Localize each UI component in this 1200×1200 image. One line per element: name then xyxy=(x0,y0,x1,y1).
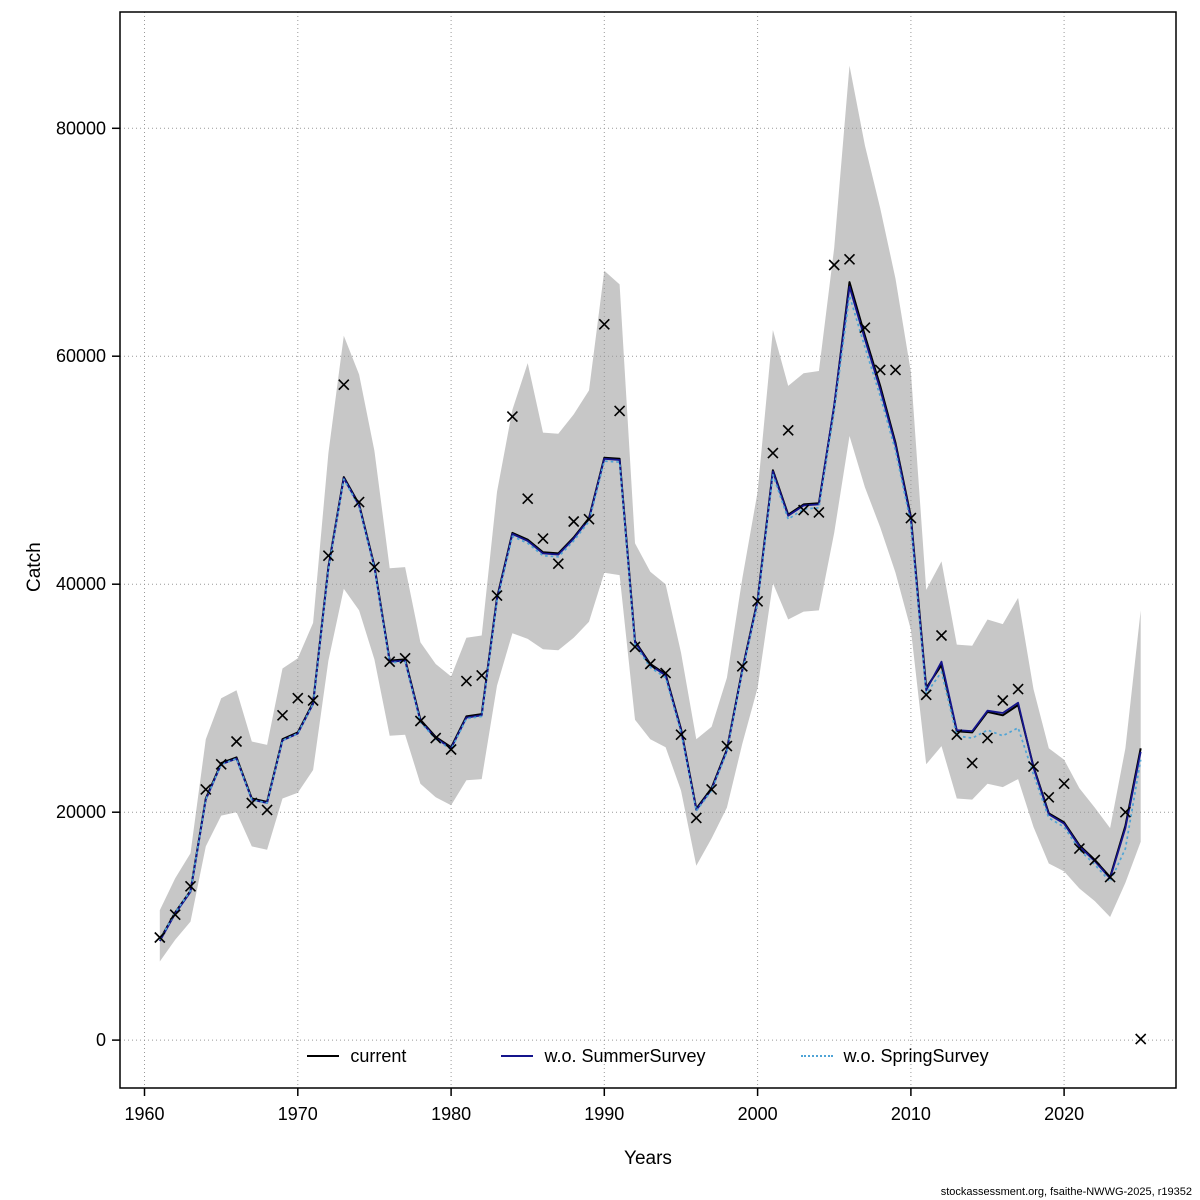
legend-label-wo-summersurvey: w.o. SummerSurvey xyxy=(544,1045,706,1066)
y-tick-label: 0 xyxy=(96,1030,106,1050)
x-tick-label: 2000 xyxy=(738,1104,778,1124)
observed-catch-marker xyxy=(1058,778,1070,790)
observed-catch-marker xyxy=(414,715,426,727)
observed-catch-marker xyxy=(828,259,840,271)
observed-catch-marker xyxy=(184,880,197,892)
legend-line-springsurvey-icon xyxy=(800,1055,833,1057)
observed-catch-marker xyxy=(1119,806,1131,818)
observed-catch-marker xyxy=(1089,854,1101,866)
observed-catch-marker xyxy=(675,729,687,741)
observed-catch-marker xyxy=(491,590,503,602)
observed-catch-marker xyxy=(338,379,350,391)
observed-catch-marker xyxy=(1073,843,1085,855)
observed-catch-marker xyxy=(736,660,748,672)
x-tick-label: 1960 xyxy=(124,1104,164,1124)
observed-catch-marker xyxy=(568,515,580,528)
observed-catch-marker xyxy=(813,506,825,518)
observed-catch-marker xyxy=(169,909,181,921)
legend-item-wo-summersurvey: w.o. SummerSurvey xyxy=(501,1045,706,1067)
observed-catch-marker xyxy=(629,641,641,653)
observed-catch-marker xyxy=(997,694,1009,707)
observed-catch-marker xyxy=(353,496,365,508)
y-tick-label: 80000 xyxy=(56,118,106,138)
observed-catch-marker xyxy=(644,658,656,670)
observed-catch-marker xyxy=(767,447,779,459)
x-tick-label: 2010 xyxy=(891,1104,931,1124)
observed-catch-marker xyxy=(230,735,243,748)
observed-catch-marker xyxy=(476,669,488,681)
legend-label-current: current xyxy=(350,1045,407,1066)
observed-catch-marker xyxy=(552,558,564,570)
observed-catch-marker xyxy=(1012,683,1024,695)
y-tick-label: 60000 xyxy=(56,346,106,366)
observed-catch-marker xyxy=(261,804,273,816)
observed-catch-marker xyxy=(874,364,886,376)
observed-catch-marker xyxy=(460,675,472,687)
observed-catch-marker xyxy=(905,512,917,524)
observed-catch-marker xyxy=(583,513,595,525)
source-note: stockassessment.org, fsaithe-NWWG-2025, … xyxy=(940,1186,1192,1198)
legend-item-current: current xyxy=(307,1046,406,1067)
observed-catch-marker xyxy=(690,812,702,824)
observed-catch-marker xyxy=(859,322,871,334)
x-tick-label: 2020 xyxy=(1044,1104,1084,1124)
y-tick-label: 20000 xyxy=(56,802,106,822)
observed-catch-marker xyxy=(200,783,212,795)
observed-catch-marker xyxy=(399,652,411,664)
observed-catch-marker xyxy=(1104,871,1116,883)
legend-label-wo-springsurvey: w.o. SpringSurvey xyxy=(843,1045,989,1066)
observed-catch-marker xyxy=(430,732,442,744)
observed-catch-marker xyxy=(843,253,856,265)
observed-catch-marker xyxy=(981,732,994,744)
observed-catch-marker xyxy=(798,504,810,516)
observed-catch-marker xyxy=(445,743,457,756)
observed-catch-marker xyxy=(322,550,334,562)
plot-border xyxy=(119,11,1177,1089)
observed-catch-marker xyxy=(368,561,380,573)
confidence-band xyxy=(159,65,1141,962)
observed-catch-marker xyxy=(1135,1033,1147,1045)
observed-catch-marker xyxy=(537,533,549,545)
legend-line-summersurvey-icon xyxy=(501,1055,534,1057)
observed-catch-marker xyxy=(782,424,794,436)
observed-catch-marker xyxy=(215,758,227,770)
observed-catch-marker xyxy=(752,595,764,607)
observed-catch-marker xyxy=(721,740,733,752)
observed-catch-marker xyxy=(1043,791,1055,803)
x-tick-label: 1990 xyxy=(584,1104,624,1124)
observed-catch-marker xyxy=(522,493,534,505)
observed-catch-marker xyxy=(246,797,258,809)
series-w-o-springsurvey xyxy=(159,294,1142,941)
observed-catch-marker xyxy=(154,931,166,944)
observed-catch-marker xyxy=(706,783,718,795)
legend-line-current-icon xyxy=(307,1055,340,1057)
x-tick-label: 1980 xyxy=(431,1104,471,1124)
observed-catch-marker xyxy=(920,689,932,701)
observed-catch-marker xyxy=(966,757,978,769)
observed-catch-marker xyxy=(935,629,948,642)
x-tick-label: 1970 xyxy=(278,1104,318,1124)
observed-catch-marker xyxy=(307,694,319,707)
observed-catch-marker xyxy=(951,729,963,741)
observed-catch-marker xyxy=(889,364,902,376)
observed-catch-marker xyxy=(506,411,518,423)
legend: current w.o. SummerSurvey w.o. SpringSur… xyxy=(120,1040,1176,1072)
observed-catch-marker xyxy=(660,667,672,679)
observed-catch-marker xyxy=(598,318,610,330)
observed-catch-marker xyxy=(276,709,289,721)
x-axis-label: Years xyxy=(624,1148,672,1169)
y-axis-label: Catch xyxy=(24,542,45,592)
y-tick-label: 40000 xyxy=(56,574,106,594)
observed-catch-marker xyxy=(384,656,396,668)
observed-catch-marker xyxy=(292,692,304,704)
observed-catch-marker xyxy=(614,405,626,417)
legend-item-wo-springsurvey: w.o. SpringSurvey xyxy=(800,1045,989,1067)
observed-catch-marker xyxy=(1027,761,1040,773)
